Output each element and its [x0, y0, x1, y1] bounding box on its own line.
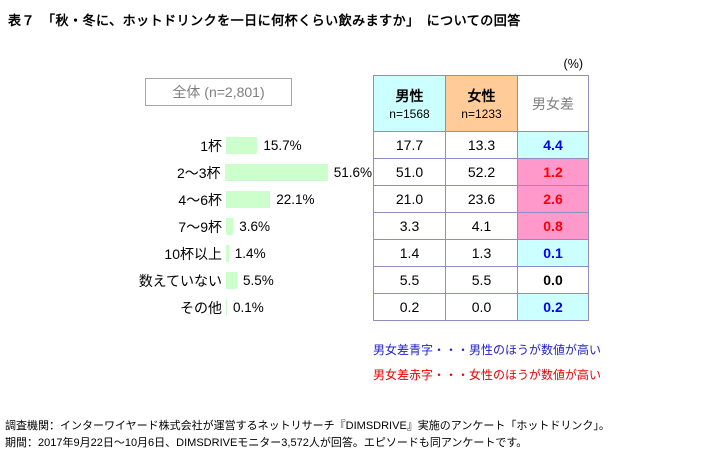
bar	[226, 218, 234, 235]
diff-value-cell: 4.4	[517, 131, 589, 159]
table-row: 21.0 23.6 2.6	[373, 185, 589, 213]
total-sample-box: 全体 (n=2,801)	[145, 78, 292, 106]
male-value-cell: 5.5	[373, 266, 446, 294]
female-value-cell: 1.3	[445, 239, 518, 267]
female-sample-size: n=1233	[461, 106, 502, 121]
table-row: 0.2 0.0 0.2	[373, 293, 589, 321]
male-value-cell: 3.3	[373, 212, 446, 240]
diff-column-label: 男女差	[532, 95, 574, 112]
category-label: 数えていない	[138, 272, 222, 289]
male-value-cell: 51.0	[373, 158, 446, 186]
table-row: 5.5 5.5 0.0	[373, 266, 589, 294]
chart-row: 1杯 15.7%	[0, 132, 372, 159]
table-row: 1.4 1.3 0.1	[373, 239, 589, 267]
chart-row: 2〜3杯 51.6%	[0, 159, 372, 186]
female-value-cell: 13.3	[445, 131, 518, 159]
chart-row: 4〜6杯 22.1%	[0, 186, 372, 213]
diff-value-cell: 0.2	[517, 293, 589, 321]
table-row: 51.0 52.2 1.2	[373, 158, 589, 186]
category-label: 4〜6杯	[178, 191, 222, 208]
diff-value-cell: 0.1	[517, 239, 589, 267]
chart-row: 10杯以上 1.4%	[0, 240, 372, 267]
female-value-cell: 5.5	[445, 266, 518, 294]
female-column-header: 女性 n=1233	[445, 75, 518, 132]
female-value-cell: 0.0	[445, 293, 518, 321]
diff-column-header: 男女差	[517, 75, 589, 132]
bar-value-label: 22.1%	[276, 192, 315, 207]
bar-value-label: 51.6%	[333, 165, 372, 180]
table-header-row: 男性 n=1568 女性 n=1233 男女差	[373, 75, 589, 132]
diff-value-cell: 0.0	[517, 266, 589, 294]
female-value-cell: 4.1	[445, 212, 518, 240]
category-label: 7〜9杯	[178, 218, 222, 235]
female-value-cell: 52.2	[445, 158, 518, 186]
male-value-cell: 0.2	[373, 293, 446, 321]
diff-value-cell: 0.8	[517, 212, 589, 240]
bar	[226, 137, 258, 154]
survey-period-note: 期間：2017年9月22日〜10月6日、DIMSDRIVEモニター3,572人が…	[5, 437, 528, 449]
category-label: その他	[180, 299, 222, 316]
category-label: 2〜3杯	[176, 164, 221, 181]
category-label: 1杯	[200, 137, 222, 154]
data-table: 男性 n=1568 女性 n=1233 男女差 17.7 13.3 4.4 51…	[373, 75, 589, 321]
page-title: 表７ 「秋・冬に、ホットドリンクを一日に何杯くらい飲みますか」 についての回答	[8, 13, 521, 28]
table-row: 17.7 13.3 4.4	[373, 131, 589, 159]
male-sample-size: n=1568	[389, 106, 430, 121]
bar	[224, 164, 328, 181]
bar	[226, 245, 229, 262]
total-sample-label: 全体 (n=2,801)	[172, 84, 265, 100]
bar-value-label: 0.1%	[233, 300, 264, 315]
bar-value-label: 15.7%	[263, 138, 302, 153]
chart-row: その他 0.1%	[0, 294, 372, 321]
bar-chart: 1杯 15.7% 2〜3杯 51.6% 4〜6杯 22.1% 7〜9杯 3.6%…	[0, 132, 372, 321]
diff-value-cell: 2.6	[517, 185, 589, 213]
bar-value-label: 3.6%	[239, 219, 270, 234]
bar-value-label: 1.4%	[234, 246, 266, 261]
male-column-header: 男性 n=1568	[373, 75, 446, 132]
bar	[226, 299, 227, 316]
male-column-label: 男性	[395, 87, 424, 104]
bar	[226, 191, 271, 208]
percent-unit-label: (%)	[563, 57, 583, 71]
diff-blue-legend: 男女差青字・・・男性のほうが数値が高い	[373, 343, 602, 357]
survey-source-note: 調査機関：インターワイヤード株式会社が運営するネットリサーチ『DIMSDRIVE…	[5, 420, 610, 432]
bar	[226, 272, 237, 289]
male-value-cell: 17.7	[373, 131, 446, 159]
diff-red-legend: 男女差赤字・・・女性のほうが数値が高い	[373, 368, 602, 382]
category-label: 10杯以上	[164, 245, 222, 262]
female-column-label: 女性	[467, 87, 496, 104]
male-value-cell: 1.4	[373, 239, 446, 267]
bar-value-label: 5.5%	[243, 273, 274, 288]
diff-value-cell: 1.2	[517, 158, 589, 186]
chart-row: 7〜9杯 3.6%	[0, 213, 372, 240]
male-value-cell: 21.0	[373, 185, 446, 213]
chart-row: 数えていない 5.5%	[0, 267, 372, 294]
female-value-cell: 23.6	[445, 185, 518, 213]
table-row: 3.3 4.1 0.8	[373, 212, 589, 240]
